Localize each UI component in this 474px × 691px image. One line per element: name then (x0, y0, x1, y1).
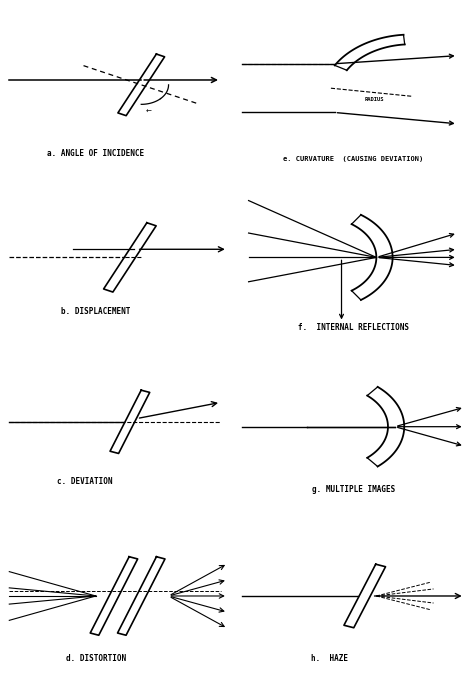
Text: a. ANGLE OF INCIDENCE: a. ANGLE OF INCIDENCE (47, 149, 144, 158)
Text: h.  HAZE: h. HAZE (311, 654, 348, 663)
Text: ←: ← (145, 109, 151, 115)
Text: e. CURVATURE  (CAUSING DEVIATION): e. CURVATURE (CAUSING DEVIATION) (283, 156, 423, 162)
Text: f.  INTERNAL REFLECTIONS: f. INTERNAL REFLECTIONS (298, 323, 409, 332)
Text: d. DISTORTION: d. DISTORTION (66, 654, 126, 663)
Text: c. DEVIATION: c. DEVIATION (56, 477, 112, 486)
Text: RADIUS: RADIUS (365, 97, 384, 102)
Text: b. DISPLACEMENT: b. DISPLACEMENT (61, 307, 130, 316)
Text: g. MULTIPLE IMAGES: g. MULTIPLE IMAGES (311, 484, 395, 493)
